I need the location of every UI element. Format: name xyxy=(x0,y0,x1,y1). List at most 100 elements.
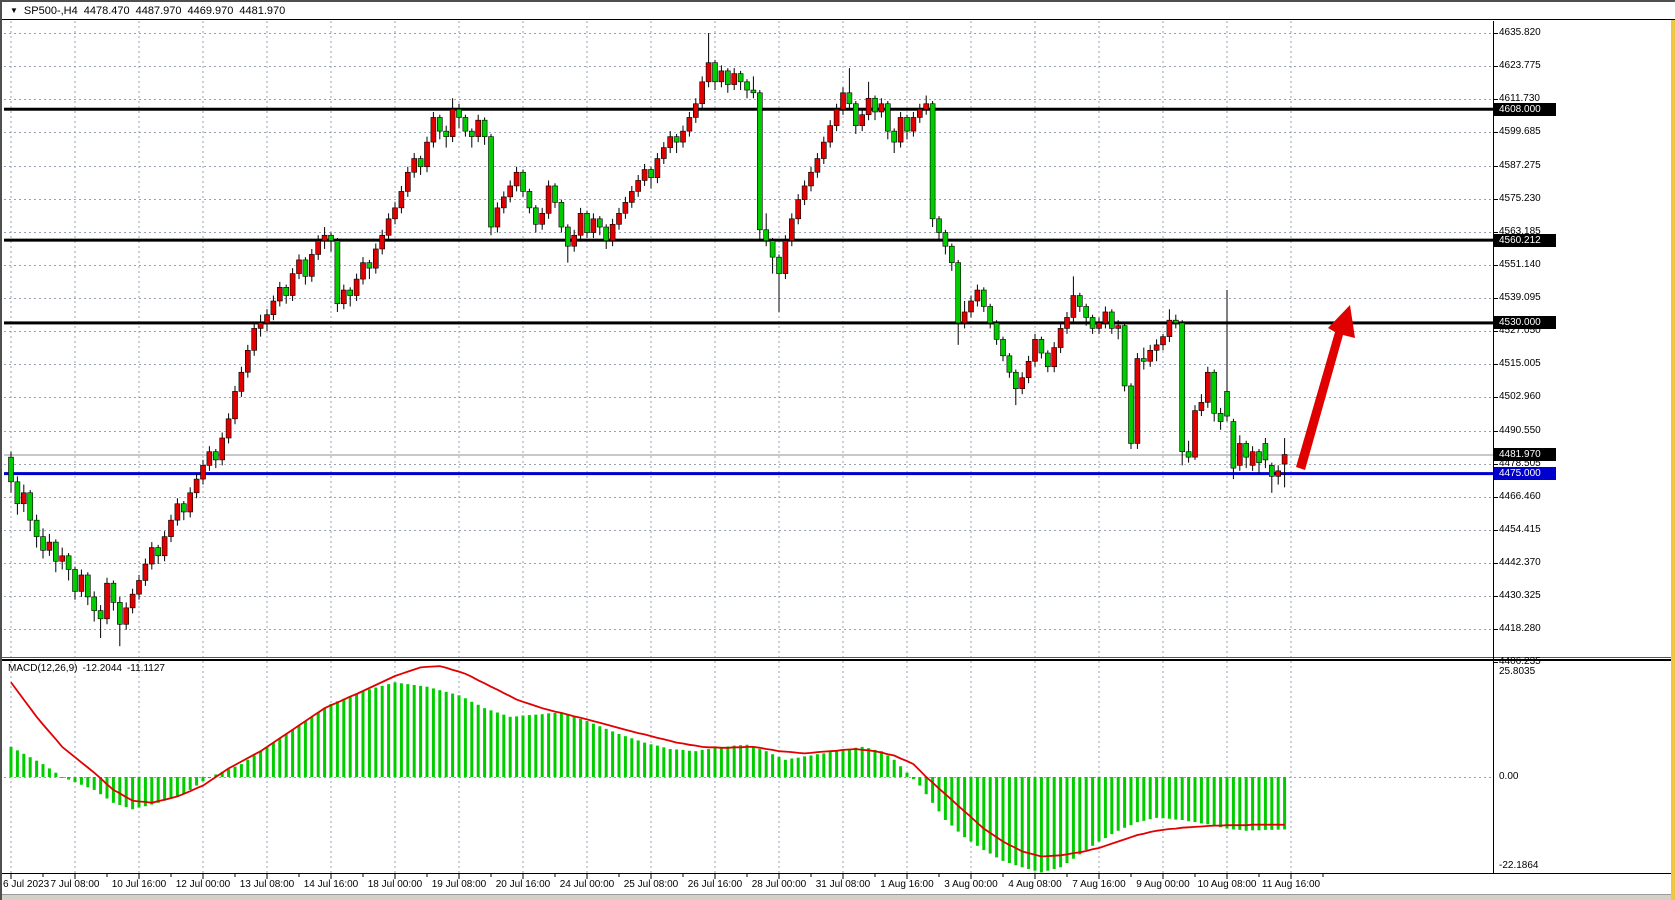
symbol-dropdown-icon[interactable]: ▼ xyxy=(10,5,18,15)
macd-histogram-bar xyxy=(892,759,896,777)
candlestick xyxy=(456,108,462,118)
candlestick xyxy=(1077,295,1083,307)
candlestick xyxy=(1115,325,1121,329)
macd-histogram-bar xyxy=(886,755,890,777)
time-axis-label: 13 Jul 08:00 xyxy=(239,879,295,890)
macd-histogram-bar xyxy=(1283,777,1287,830)
candlestick xyxy=(1025,360,1032,379)
macd-histogram-bar xyxy=(1187,777,1191,822)
candlestick xyxy=(494,207,501,228)
candlestick xyxy=(590,218,597,233)
macd-histogram-bar xyxy=(879,751,883,777)
macd-histogram-bar xyxy=(150,777,154,805)
time-axis-label: 3 Aug 00:00 xyxy=(944,879,998,890)
price-axis-label: 4527.050 xyxy=(1499,325,1541,336)
macd-histogram-bar xyxy=(1231,777,1235,830)
macd-histogram-bar xyxy=(867,748,871,777)
candlestick xyxy=(302,259,309,277)
support-resistance-line[interactable] xyxy=(4,107,1493,111)
candlestick xyxy=(552,185,558,203)
macd-histogram-bar xyxy=(265,746,269,777)
level-price-label: 4608.000 xyxy=(1494,102,1556,116)
blue-support-line[interactable] xyxy=(4,472,1493,476)
macd-histogram-bar xyxy=(1263,777,1267,830)
macd-histogram-bar xyxy=(1027,777,1031,870)
macd-histogram-bar xyxy=(636,740,640,777)
candlestick xyxy=(680,130,686,143)
macd-histogram-bar xyxy=(1116,777,1120,831)
panel-separator[interactable] xyxy=(2,659,1675,661)
time-axis-label: 11 Aug 16:00 xyxy=(1261,879,1321,890)
candlestick xyxy=(756,92,763,231)
macd-histogram-bar xyxy=(118,777,122,805)
candlestick xyxy=(878,103,885,113)
candlestick xyxy=(1166,319,1173,337)
candlestick xyxy=(808,171,814,187)
macd-histogram-bar xyxy=(297,725,301,777)
candlestick xyxy=(801,185,808,200)
candlestick xyxy=(385,218,392,236)
macd-histogram-bar xyxy=(406,684,410,777)
candlestick xyxy=(296,259,302,274)
candlestick xyxy=(1249,451,1256,466)
candlestick xyxy=(609,223,616,242)
macd-histogram-bar xyxy=(745,744,749,777)
macd-histogram-bar xyxy=(1129,777,1133,826)
candlestick xyxy=(763,229,770,242)
candlestick xyxy=(545,185,552,214)
candlestick xyxy=(276,287,283,302)
support-resistance-line[interactable] xyxy=(4,321,1493,325)
macd-histogram-bar xyxy=(54,772,58,777)
candlestick xyxy=(923,103,930,110)
candlestick xyxy=(97,610,104,620)
candlestick xyxy=(174,503,181,521)
ohlc-info-bar: ▼ SP500-,H4 4478.470 4487.970 4469.970 4… xyxy=(2,2,1675,20)
macd-histogram-bar xyxy=(803,756,807,777)
macd-histogram-bar xyxy=(751,746,755,777)
macd-histogram-bar xyxy=(419,685,423,777)
macd-histogram-bar xyxy=(1123,777,1127,828)
candlestick xyxy=(974,289,981,302)
candlestick xyxy=(1109,311,1115,329)
macd-histogram-bar xyxy=(828,752,832,777)
macd-histogram-bar xyxy=(1276,777,1280,830)
ohlc-high-value: 4487.970 xyxy=(135,4,182,17)
candlestick xyxy=(692,103,699,118)
support-resistance-line[interactable] xyxy=(4,238,1493,242)
level-price-label: 4530.000 xyxy=(1494,316,1556,330)
candlestick xyxy=(1102,311,1109,324)
macd-histogram-bar xyxy=(1084,777,1088,851)
candlestick xyxy=(872,97,878,113)
macd-histogram-bar xyxy=(207,777,211,778)
trend-arrow[interactable] xyxy=(1296,305,1355,470)
candlestick xyxy=(379,234,386,250)
macd-histogram-bar xyxy=(252,755,256,777)
macd-histogram-bar xyxy=(1174,777,1178,820)
macd-histogram-bar xyxy=(675,749,679,777)
candlestick xyxy=(206,451,213,466)
candlestick xyxy=(443,130,450,137)
macd-histogram-bar xyxy=(99,777,103,795)
macd-histogram-bar xyxy=(303,721,307,777)
candlestick xyxy=(1205,371,1211,403)
price-axis-label: 4406.235 xyxy=(1499,656,1541,667)
time-axis-label: 1 Aug 16:00 xyxy=(880,879,934,890)
candlestick xyxy=(232,391,238,420)
price-axis-label: 4454.415 xyxy=(1499,524,1541,535)
time-axis-label: 9 Aug 00:00 xyxy=(1136,879,1190,890)
price-axis-label: 4430.325 xyxy=(1499,590,1541,601)
candlestick xyxy=(1217,413,1224,422)
macd-histogram-bar xyxy=(835,751,839,777)
macd-histogram-bar xyxy=(1039,777,1043,873)
candlestick xyxy=(1051,347,1057,368)
candlestick xyxy=(142,563,149,581)
candlestick xyxy=(85,574,91,598)
candlestick xyxy=(737,73,744,83)
macd-histogram-bar xyxy=(905,772,909,777)
macd-histogram-bar xyxy=(694,751,698,777)
macd-histogram-bar xyxy=(822,753,826,777)
macd-histogram-bar xyxy=(67,777,71,780)
macd-histogram-bar xyxy=(662,747,666,777)
candlestick xyxy=(712,62,718,83)
